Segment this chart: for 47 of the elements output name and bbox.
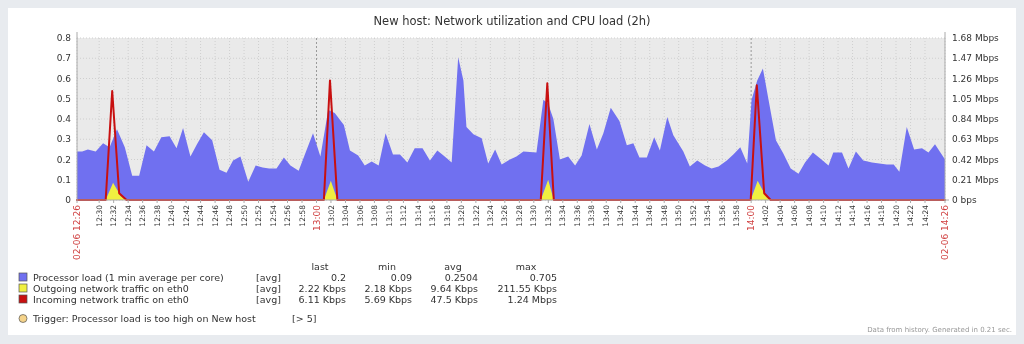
x-tick-label: 02-06 12:26 <box>72 204 83 260</box>
text: 0.2504 <box>444 272 478 283</box>
text: 5.69 Kbps <box>364 294 413 305</box>
text: 211.55 Kbps <box>497 283 558 294</box>
y2-tick-label: 1.05 Mbps <box>952 93 1000 104</box>
text: 0.2 <box>330 272 346 283</box>
y-tick-label: 0.5 <box>56 93 71 104</box>
legend-label: Outgoing network traffic on eth0 <box>33 283 189 294</box>
y-tick-label: 0.2 <box>56 154 71 165</box>
text: [> 5] <box>292 313 317 324</box>
text: 47.5 Kbps <box>430 294 479 305</box>
y-tick-label: 0.6 <box>56 73 72 84</box>
x-tick-label: 02-06 14:26 <box>940 204 951 260</box>
y2-tick-label: 0.42 Mbps <box>952 154 1000 165</box>
legend-label: Incoming network traffic on eth0 <box>33 294 189 305</box>
chart-title: New host: Network utilization and CPU load (2h) <box>373 14 651 28</box>
text: [avg] <box>256 283 281 294</box>
y2-tick-label: 0.63 Mbps <box>952 134 1000 145</box>
text: 2.18 Kbps <box>364 283 413 294</box>
x-tick-label: 13:00 <box>311 204 322 231</box>
y-tick-label: 0.8 <box>56 33 72 44</box>
y2-tick-label: 1.26 Mbps <box>952 73 1000 84</box>
text: 2.22 Kbps <box>298 283 347 294</box>
y2-tick-label: 1.47 Mbps <box>952 53 1000 64</box>
text: last <box>311 261 329 272</box>
y2-tick-label: 0.84 Mbps <box>952 114 1000 125</box>
text: [avg] <box>256 294 281 305</box>
y2-tick-label: 0.21 Mbps <box>952 174 1000 185</box>
text: max <box>515 261 537 272</box>
y-tick-label: 0.7 <box>56 53 71 64</box>
text: 0.705 <box>529 272 557 283</box>
x-tick-label: 14:00 <box>746 204 757 231</box>
legend-label: Processor load (1 min average per core) <box>33 272 224 283</box>
y2-tick-label: 0 bps <box>952 195 978 206</box>
text: 1.24 Mbps <box>507 294 558 305</box>
y-tick-label: 0 <box>65 195 72 206</box>
y-tick-label: 0.1 <box>56 174 71 185</box>
text: 9.64 Kbps <box>430 283 479 294</box>
y2-tick-label: 1.68 Mbps <box>952 33 1000 44</box>
text: 6.11 Kbps <box>298 294 347 305</box>
text: min <box>378 261 396 272</box>
text: avg <box>444 261 462 272</box>
text: [avg] <box>256 272 281 283</box>
text: 0.09 <box>390 272 412 283</box>
y-tick-label: 0.4 <box>56 114 72 125</box>
text: Trigger: Processor load is too high on New host <box>32 313 256 324</box>
y-tick-label: 0.3 <box>56 134 71 145</box>
